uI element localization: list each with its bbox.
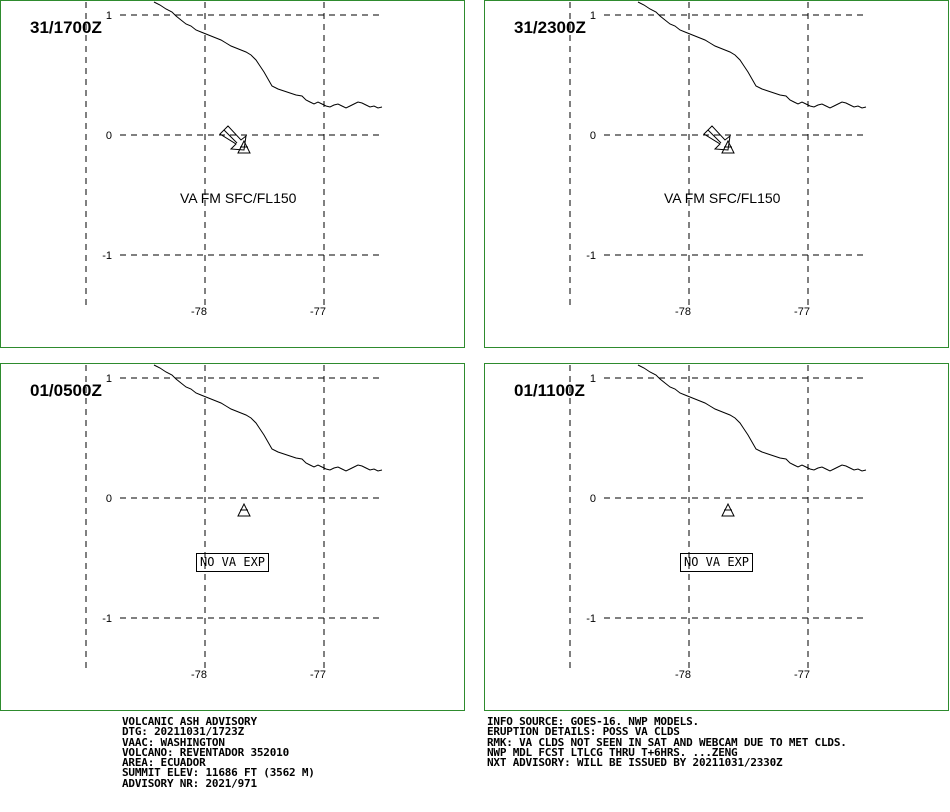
volcano-triangle-icon (237, 502, 251, 517)
advisory-line: RMK: VA CLDS NOT SEEN IN SAT AND WEBCAM … (487, 735, 847, 749)
advisory-line: ERUPTION DETAILS: POSS VA CLDS (487, 725, 680, 739)
lat-label: 0 (590, 130, 596, 142)
advisory-line: NXT ADVISORY: WILL BE ISSUED BY 20211031… (487, 756, 783, 770)
lon-label: -78 (675, 669, 691, 681)
valid-time-label: 01/1100Z (514, 381, 585, 400)
lat-label: 0 (590, 493, 596, 505)
lon-label: -78 (675, 306, 691, 318)
panel-border (0, 0, 465, 348)
no-va-expected-box: NO VA EXP (680, 553, 754, 572)
volcano-triangle-icon (721, 502, 735, 517)
advisory-line: INFO SOURCE: GOES-16. NWP MODELS. (487, 715, 699, 728)
lon-label: -77 (310, 669, 326, 681)
lat-label: 1 (106, 10, 112, 22)
advisory-line: DTG: 20211031/1723Z (122, 725, 245, 739)
lat-label: 1 (590, 10, 596, 22)
map-canvas: 1 0 -1 -78 -77 (484, 363, 949, 711)
lat-lon-grid (569, 2, 866, 308)
lat-label: -1 (586, 613, 596, 625)
advisory-line: VAAC: WASHINGTON (122, 735, 225, 749)
lat-lon-grid (85, 365, 382, 671)
panel-3: 1 0 -1 -78 -77 01/0500Z NO VA EXP (0, 363, 465, 711)
lat-label: -1 (102, 613, 112, 625)
lat-lon-grid (569, 365, 866, 671)
advisory-line: SUMMIT ELEV: 11686 FT (3562 M) (122, 766, 315, 780)
coastline (637, 1, 867, 109)
lat-label: 0 (106, 130, 112, 142)
panel-2: 1 0 -1 -78 -77 31/2300Z VA FM SFC/FL150 (484, 0, 949, 348)
panel-border (484, 0, 949, 348)
lat-label: 1 (590, 373, 596, 385)
ash-cloud-label: VA FM SFC/FL150 (180, 190, 297, 206)
no-va-expected-box: NO VA EXP (196, 553, 270, 572)
lon-label: -78 (191, 306, 207, 318)
valid-time-label: 31/1700Z (30, 18, 102, 37)
advisory-right: INFO SOURCE: GOES-16. NWP MODELS. ERUPTIO… (487, 715, 847, 770)
ash-cloud-label: VA FM SFC/FL150 (664, 190, 781, 206)
advisory-line: AREA: ECUADOR (122, 756, 206, 770)
valid-time-label: 01/0500Z (30, 381, 102, 400)
valid-time-label: 31/2300Z (514, 18, 586, 37)
lon-label: -77 (310, 306, 326, 318)
advisory-line: VOLCANIC ASH ADVISORY (122, 715, 257, 728)
lat-label: -1 (102, 250, 112, 262)
map-canvas: 1 0 -1 -78 -77 (0, 0, 465, 348)
lon-label: -77 (794, 306, 810, 318)
lat-label: 1 (106, 373, 112, 385)
coastline (637, 364, 867, 472)
advisory-line: VOLCANO: REVENTADOR 352010 (122, 745, 289, 759)
map-canvas: 1 0 -1 -78 -77 (0, 363, 465, 711)
lon-label: -77 (794, 669, 810, 681)
map-canvas: 1 0 -1 -78 -77 (484, 0, 949, 348)
panel-border (0, 363, 465, 711)
advisory-line: NWP MDL FCST LTLCG THRU T+6HRS. ...ZENG (487, 745, 738, 759)
lat-label: 0 (106, 493, 112, 505)
lat-lon-grid (85, 2, 382, 308)
coastline (153, 364, 383, 472)
ash-movement-arrow-icon (703, 125, 731, 151)
ash-movement-arrow-icon (219, 125, 247, 151)
panel-border (484, 363, 949, 711)
panel-4: 1 0 -1 -78 -77 01/1100Z NO VA EXP (484, 363, 949, 711)
lon-label: -78 (191, 669, 207, 681)
coastline (153, 1, 383, 109)
advisory-line: ADVISORY NR: 2021/971 (122, 776, 257, 790)
lat-label: -1 (586, 250, 596, 262)
panel-1: 1 0 -1 -78 -77 31/1700Z VA FM SFC/FL150 (0, 0, 465, 348)
advisory-left: VOLCANIC ASH ADVISORY DTG: 20211031/1723Z… (122, 715, 315, 790)
